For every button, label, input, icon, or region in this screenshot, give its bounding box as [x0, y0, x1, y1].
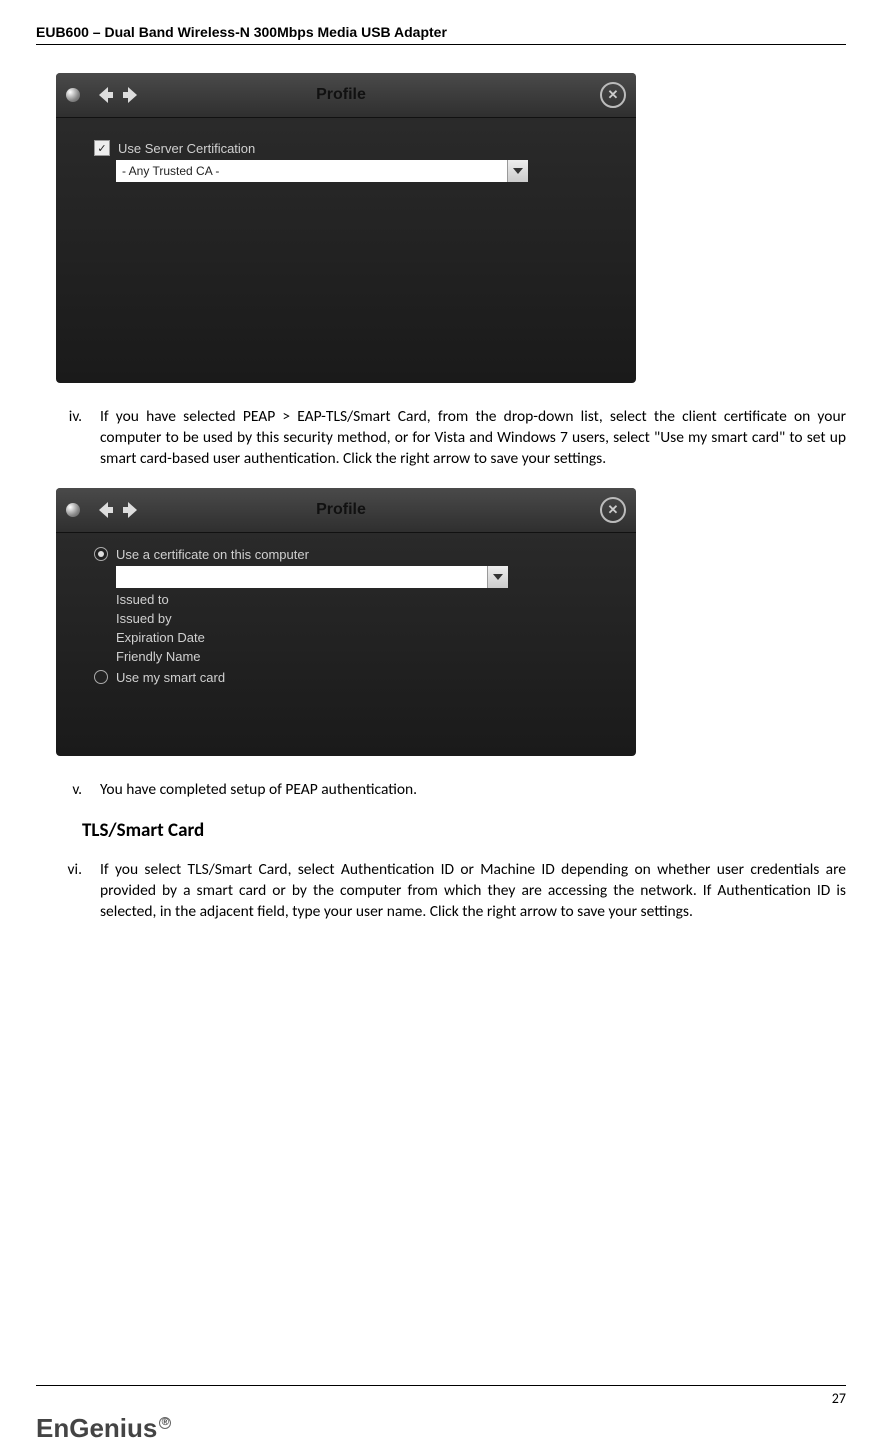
- use-certificate-row: Use a certificate on this computer: [94, 547, 610, 562]
- use-certificate-label: Use a certificate on this computer: [116, 547, 309, 562]
- list-item-vi: vi. If you select TLS/Smart Card, select…: [36, 860, 846, 923]
- use-server-cert-label: Use Server Certification: [118, 141, 255, 156]
- list-marker: v.: [36, 780, 100, 801]
- list-body: If you select TLS/Smart Card, select Aut…: [100, 860, 846, 923]
- checkbox-icon: ✓: [94, 140, 110, 156]
- list-item-iv: iv. If you have selected PEAP > EAP-TLS/…: [36, 407, 846, 470]
- screenshot-server-certification: Profile ✕ ✓ Use Server Certification - A…: [56, 73, 636, 383]
- page-number: 27: [36, 1390, 846, 1407]
- use-server-cert-row: ✓ Use Server Certification: [94, 140, 610, 156]
- close-icon: ✕: [600, 82, 626, 108]
- friendly-name-label: Friendly Name: [116, 649, 610, 664]
- logo-text: EnGenius: [36, 1413, 157, 1444]
- use-smart-card-label: Use my smart card: [116, 670, 225, 685]
- screenshot-title: Profile: [82, 86, 600, 104]
- screenshot-certificate-options: Profile ✕ Use a certificate on this comp…: [56, 488, 636, 756]
- chevron-down-icon: [507, 160, 528, 182]
- record-icon: [66, 88, 80, 102]
- close-icon: ✕: [600, 497, 626, 523]
- list-body: If you have selected PEAP > EAP-TLS/Smar…: [100, 407, 846, 470]
- list-body: You have completed setup of PEAP authent…: [100, 780, 846, 801]
- record-icon: [66, 503, 80, 517]
- dropdown-value: - Any Trusted CA -: [122, 164, 219, 178]
- expiration-date-label: Expiration Date: [116, 630, 610, 645]
- page-footer: 27 EnGenius ®: [36, 1385, 846, 1444]
- section-heading-tls: TLS/Smart Card: [82, 819, 846, 842]
- chevron-down-icon: [487, 566, 508, 588]
- screenshot-titlebar: Profile ✕: [56, 488, 636, 533]
- list-marker: vi.: [36, 860, 100, 923]
- list-marker: iv.: [36, 407, 100, 470]
- issued-to-label: Issued to: [116, 592, 610, 607]
- brand-logo: EnGenius ®: [36, 1413, 846, 1444]
- radio-selected-icon: [94, 547, 108, 561]
- radio-unselected-icon: [94, 670, 108, 684]
- screenshot-title: Profile: [82, 501, 600, 519]
- list-item-v: v. You have completed setup of PEAP auth…: [36, 780, 846, 801]
- use-smart-card-row: Use my smart card: [94, 670, 610, 685]
- trusted-ca-dropdown: - Any Trusted CA -: [116, 160, 528, 182]
- certificate-dropdown: [116, 566, 508, 588]
- issued-by-label: Issued by: [116, 611, 610, 626]
- screenshot-titlebar: Profile ✕: [56, 73, 636, 118]
- page-header: EUB600 – Dual Band Wireless-N 300Mbps Me…: [36, 24, 846, 45]
- registered-mark-icon: ®: [159, 1417, 171, 1429]
